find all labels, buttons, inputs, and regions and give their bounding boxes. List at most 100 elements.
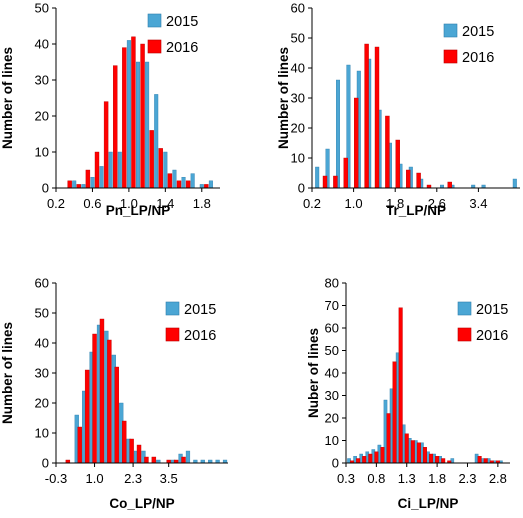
legend-label-2016: 2016 bbox=[462, 50, 494, 66]
x-tick-label: 1.0 bbox=[120, 196, 138, 211]
legend-swatch-2015 bbox=[457, 301, 472, 316]
y-tick-label: 0 bbox=[332, 456, 339, 471]
legend-label-2015: 2015 bbox=[166, 14, 198, 30]
bar-2016-7 bbox=[131, 36, 136, 189]
y-tick-label: 10 bbox=[35, 426, 49, 441]
bar-2016-15 bbox=[441, 458, 446, 464]
y-tick-label: 40 bbox=[35, 336, 49, 351]
bar-2016-1 bbox=[356, 458, 361, 464]
bar-2016-2 bbox=[343, 157, 348, 189]
bar-2016-3 bbox=[354, 97, 359, 189]
bar-2016-13 bbox=[185, 180, 191, 189]
bar-2016-10 bbox=[158, 148, 163, 189]
y-axis-title: Number of lines bbox=[0, 47, 15, 149]
y-tick-label: 10 bbox=[325, 433, 339, 448]
chart-panel-2: 0 10 20 30 40 50 60 0.2 1.0 1.8 2.6 3.4 Tr_LP/NP Numb… bbox=[276, 1, 520, 218]
bar-2016-11 bbox=[167, 173, 173, 189]
bar-2016-4 bbox=[99, 318, 105, 464]
legend-swatch-2015 bbox=[165, 301, 180, 316]
x-tick-label: 2.8 bbox=[489, 471, 507, 486]
bar-2015-0 bbox=[72, 180, 77, 189]
bar-2016-6 bbox=[385, 115, 390, 189]
x-axis-title: Pn_LP/NP bbox=[106, 203, 171, 218]
x-axis-title: Tr_LP/NP bbox=[386, 203, 446, 218]
bar-2016-9 bbox=[136, 444, 142, 464]
chart-panel-3: 0 10 20 30 40 50 60 -0.3 1.0 2.3 3.5 Co_LP/NP Number… bbox=[0, 276, 228, 511]
y-tick-label: 60 bbox=[325, 321, 339, 336]
bar-2016-14 bbox=[181, 456, 186, 464]
y-tick-label: 60 bbox=[291, 1, 305, 16]
x-tick-label: 1.8 bbox=[386, 196, 404, 211]
y-tick-label: 0 bbox=[42, 181, 49, 196]
bar-2016-7 bbox=[392, 361, 397, 464]
y-tick-label: 70 bbox=[325, 298, 339, 313]
y-tick-label: 0 bbox=[42, 456, 49, 471]
bar-2015-9 bbox=[154, 94, 159, 189]
bar-2015-6 bbox=[126, 40, 131, 189]
bar-2016-8 bbox=[398, 307, 403, 464]
bar-2016-4 bbox=[374, 451, 379, 464]
x-tick-label: 0.2 bbox=[303, 196, 321, 211]
bar-2016-2 bbox=[85, 169, 91, 189]
y-tick-label: 20 bbox=[35, 396, 49, 411]
bar-2015-3 bbox=[99, 166, 104, 189]
y-axis-title: Number of lines bbox=[0, 322, 15, 424]
x-tick-label: 0.6 bbox=[83, 196, 101, 211]
bar-2015-13 bbox=[185, 450, 191, 464]
bar-2016-5 bbox=[380, 447, 385, 464]
x-tick-label: 3.5 bbox=[160, 471, 178, 486]
legend-label-2015: 2015 bbox=[462, 24, 494, 40]
x-tick-label: 0.3 bbox=[337, 471, 355, 486]
x-tick-label: 3.4 bbox=[469, 196, 487, 211]
bar-2015-2 bbox=[90, 176, 95, 189]
legend-label-2016: 2016 bbox=[184, 328, 216, 344]
bar-2016-4 bbox=[103, 101, 109, 189]
bar-2016-13 bbox=[429, 453, 434, 464]
bar-2015-13 bbox=[190, 173, 195, 189]
bar-2016-11 bbox=[447, 181, 452, 189]
x-tick-label: 1.4 bbox=[156, 196, 174, 211]
bar-2016-4 bbox=[364, 43, 369, 189]
bar-2016-10 bbox=[410, 440, 415, 464]
bar-2015-11 bbox=[172, 169, 177, 189]
bar-2016-12 bbox=[422, 447, 427, 464]
bar-2016-9 bbox=[149, 130, 154, 189]
legend-swatch-2015 bbox=[147, 13, 162, 28]
bar-2015-0 bbox=[315, 166, 320, 189]
legend-label-2015: 2015 bbox=[184, 302, 216, 318]
x-tick-label: 1.3 bbox=[398, 471, 416, 486]
y-tick-label: 80 bbox=[325, 276, 339, 291]
bar-2016-5 bbox=[107, 339, 112, 464]
bar-2015-1 bbox=[81, 184, 86, 189]
bar-2016-3 bbox=[94, 151, 100, 189]
x-axis-title: Ci_LP/NP bbox=[398, 496, 459, 511]
bar-2015-12 bbox=[181, 176, 186, 189]
bar-2016-1 bbox=[333, 175, 338, 189]
y-axis-title: Number of lines bbox=[276, 47, 291, 149]
bar-2016-3 bbox=[368, 453, 373, 464]
legend-swatch-2016 bbox=[147, 39, 162, 54]
bar-2016-18 bbox=[483, 458, 488, 464]
chart-panel-4: 0 10 20 30 40 50 60 70 80 0.3 0.8 1.3 1.8 2.3 2.8 Ci_LP… bbox=[306, 276, 510, 511]
bar-2016-2 bbox=[362, 456, 367, 464]
y-tick-label: 60 bbox=[35, 276, 49, 291]
x-tick-label: 2.3 bbox=[124, 471, 142, 486]
bar-2016-11 bbox=[416, 442, 421, 464]
legend-label-2016: 2016 bbox=[476, 328, 508, 344]
bar-2016-7 bbox=[395, 139, 400, 189]
y-tick-label: 30 bbox=[35, 366, 49, 381]
x-axis-title: Co_LP/NP bbox=[109, 496, 174, 511]
bar-2016-1 bbox=[76, 184, 81, 189]
y-tick-label: 40 bbox=[325, 366, 339, 381]
x-tick-label: 1.0 bbox=[345, 196, 363, 211]
x-tick-label: 0.2 bbox=[47, 196, 65, 211]
bar-2016-2 bbox=[84, 369, 90, 464]
bar-2015-4 bbox=[108, 151, 113, 189]
legend-label-2015: 2015 bbox=[476, 302, 508, 318]
bar-2016-9 bbox=[416, 172, 421, 189]
legend-label-2016: 2016 bbox=[166, 40, 198, 56]
bar-2015-7 bbox=[135, 61, 140, 189]
y-tick-label: 30 bbox=[325, 388, 339, 403]
bar-2016-8 bbox=[129, 438, 134, 464]
